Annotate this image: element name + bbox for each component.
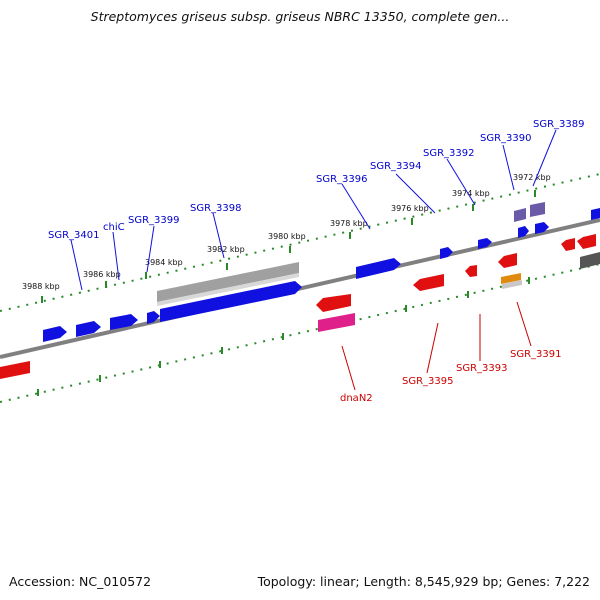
gene-region-bar[interactable] [157, 262, 299, 306]
gene-chic-arrow[interactable] [76, 321, 101, 337]
kbp-label-3978: 3978 kbp [330, 219, 368, 228]
gene-dnan1-arrow[interactable] [316, 294, 351, 312]
kbp-label-3974: 3974 kbp [452, 189, 490, 198]
upper-major-ticks [41, 190, 536, 303]
gene-sgr-3401-arrow[interactable] [43, 326, 67, 342]
gene-sgr-3398-arrow[interactable] [160, 281, 302, 322]
genome-summary-text: Topology: linear; Length: 8,545,929 bp; … [257, 574, 590, 589]
label-sgr-3389[interactable]: SGR_3389 [533, 119, 585, 130]
gene-sgr-3389-arrow[interactable] [535, 222, 549, 234]
label-sgr-3399[interactable]: SGR_3399 [128, 215, 180, 226]
gene-sgr-3391-top-arrow[interactable] [498, 253, 517, 268]
gene-sgr-3393-arrow[interactable] [465, 265, 477, 277]
label-sgr-3398[interactable]: SGR_3398 [190, 203, 242, 214]
kbp-label-3986: 3986 kbp [83, 270, 121, 279]
gene-red-right-1[interactable] [561, 238, 575, 251]
gene-dnan2-rna[interactable] [318, 313, 355, 332]
kbp-label-3972: 3972 kbp [513, 173, 551, 182]
label-sgr-3391[interactable]: SGR_3391 [510, 349, 562, 360]
gene-sgr-3399-arrow[interactable] [110, 314, 138, 330]
kbp-label-3982: 3982 kbp [207, 245, 245, 254]
label-sgr-3390[interactable]: SGR_3390 [480, 133, 532, 144]
feature-purple-2[interactable] [530, 202, 545, 217]
accession-text: Accession: NC_010572 [9, 574, 152, 589]
gene-sgr-3390-arrow[interactable] [518, 226, 529, 238]
upper-scale-track [0, 173, 600, 312]
gene-sgr-3394-arrow[interactable] [440, 247, 453, 259]
gene-left-edge-arrow[interactable] [0, 361, 30, 379]
label-sgr-3394[interactable]: SGR_3394 [370, 161, 422, 172]
kbp-label-3976: 3976 kbp [391, 204, 429, 213]
gene-sgr-3398-small-arrow[interactable] [147, 311, 160, 324]
label-dnan2[interactable]: dnaN2 [340, 393, 373, 404]
label-sgr-3392[interactable]: SGR_3392 [423, 148, 475, 159]
kbp-label-3988: 3988 kbp [22, 282, 60, 291]
kbp-label-3980: 3980 kbp [268, 232, 306, 241]
map-title: Streptomyces griseus subsp. griseus NBRC… [90, 9, 510, 24]
forward-genes [43, 208, 600, 342]
gene-sgr-3391-grey[interactable] [502, 280, 522, 289]
gene-sgr-3396-arrow[interactable] [356, 258, 401, 279]
gene-red-right-2[interactable] [577, 234, 596, 249]
reverse-genes [0, 234, 596, 379]
gene-dark-right[interactable] [580, 252, 600, 269]
label-sgr-3395[interactable]: SGR_3395 [402, 376, 454, 387]
lower-scale-track [0, 263, 600, 403]
kbp-label-3984: 3984 kbp [145, 258, 183, 267]
feature-purple-1[interactable] [514, 208, 526, 222]
gene-sgr-3392-arrow[interactable] [478, 238, 492, 249]
gene-sgr-3391-orange[interactable] [501, 273, 521, 284]
label-sgr-3401[interactable]: SGR_3401 [48, 230, 100, 241]
gene-sgr-3395-arrow[interactable] [413, 274, 444, 291]
label-sgr-3396[interactable]: SGR_3396 [316, 174, 368, 185]
reverse-label-connectors [341, 301, 532, 391]
forward-label-connectors [70, 129, 557, 291]
other-features [514, 202, 545, 222]
label-chic[interactable]: chiC [103, 222, 125, 233]
gene-edge-forward-arrow[interactable] [591, 208, 600, 220]
label-sgr-3393[interactable]: SGR_3393 [456, 363, 508, 374]
